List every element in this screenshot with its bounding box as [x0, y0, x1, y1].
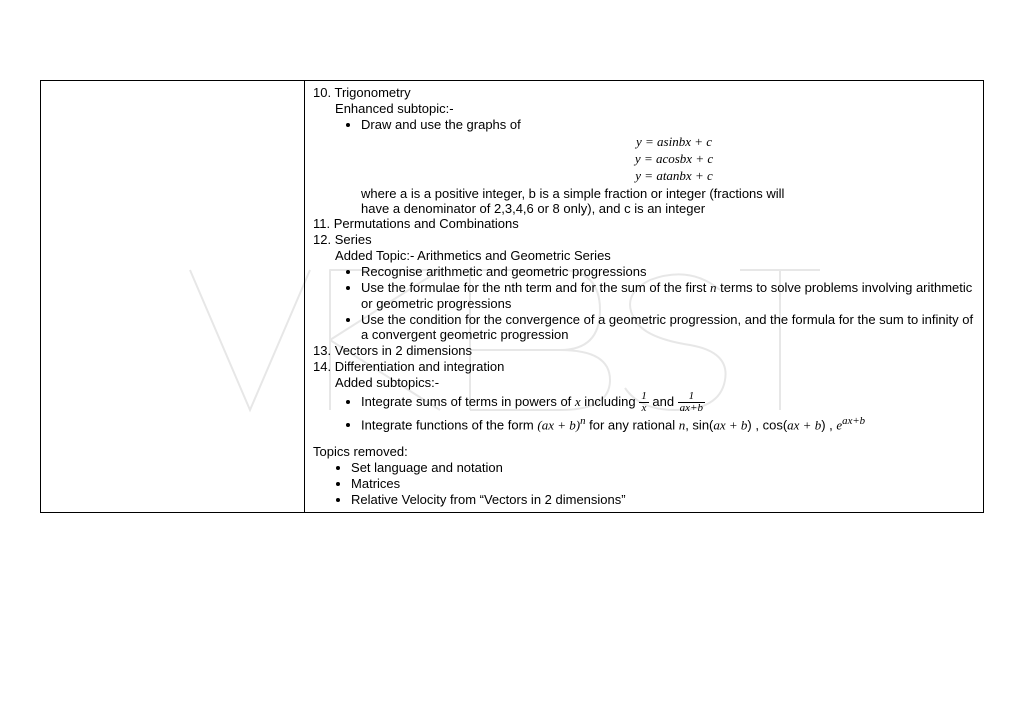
topic-14-bullets: Integrate sums of terms in powers of x i…: [313, 391, 975, 433]
text: ) ,: [821, 417, 836, 432]
topic-number: 13.: [313, 343, 331, 358]
where-text: where a is a positive integer, b is a si…: [313, 186, 975, 201]
bullet-item: Recognise arithmetic and geometric progr…: [361, 264, 975, 279]
topic-number: 11.: [313, 216, 330, 231]
topic-11: 11. Permutations and Combinations: [313, 216, 975, 231]
topic-13: 13. Vectors in 2 dimensions: [313, 343, 975, 358]
removed-item: Matrices: [351, 476, 975, 491]
text: , sin(: [685, 417, 713, 432]
added-subtopics-label: Added subtopics:-: [313, 375, 975, 390]
text: ) , cos(: [747, 417, 787, 432]
math-expr: ax + b: [787, 417, 821, 432]
math-expr: ax + b: [713, 417, 747, 432]
bullet-item: Draw and use the graphs of: [361, 117, 975, 132]
topic-10-bullets: Draw and use the graphs of: [313, 117, 975, 132]
left-empty-cell: [41, 81, 305, 513]
topic-12: 12. Series: [313, 232, 975, 247]
removed-bullets: Set language and notation Matrices Relat…: [313, 460, 975, 507]
topic-title: Permutations and Combinations: [334, 216, 519, 231]
formula: y = asinbx + c: [373, 134, 975, 150]
text: for any rational: [585, 417, 678, 432]
added-topic-label: Added Topic:- Arithmetics and Geometric …: [313, 248, 975, 263]
syllabus-table: 10. Trigonometry Enhanced subtopic:- Dra…: [40, 80, 984, 513]
content-cell: 10. Trigonometry Enhanced subtopic:- Dra…: [305, 81, 984, 513]
topic-number: 14.: [313, 359, 331, 374]
bullet-item: Use the formulae for the nth term and fo…: [361, 280, 975, 311]
math-expr: (ax + b): [537, 417, 580, 432]
subtopic-label: Enhanced subtopic:-: [313, 101, 975, 116]
topic-number: 12.: [313, 232, 331, 247]
fraction-den: x: [639, 403, 649, 414]
formula: y = atanbx + c: [373, 168, 975, 184]
fraction: 1ax+b: [678, 391, 705, 414]
topic-title: Trigonometry: [335, 85, 411, 100]
bullet-item: Integrate sums of terms in powers of x i…: [361, 391, 975, 414]
removed-item: Relative Velocity from “Vectors in 2 dim…: [351, 492, 975, 507]
topic-14: 14. Differentiation and integration: [313, 359, 975, 374]
where-text: have a denominator of 2,3,4,6 or 8 only)…: [313, 201, 975, 216]
text: including: [581, 394, 640, 409]
topic-number: 10.: [313, 85, 331, 100]
text: Use the formulae for the nth term and fo…: [361, 280, 710, 295]
topic-title: Differentiation and integration: [335, 359, 505, 374]
formula: y = acosbx + c: [373, 151, 975, 167]
bullet-item: Integrate functions of the form (ax + b)…: [361, 415, 975, 433]
text: and: [652, 394, 677, 409]
text: Integrate sums of terms in powers of: [361, 394, 575, 409]
topics-removed-header: Topics removed:: [313, 444, 975, 459]
fraction: 1x: [639, 391, 649, 414]
topic-title: Vectors in 2 dimensions: [335, 343, 472, 358]
fraction-den: ax+b: [678, 403, 705, 414]
bullet-item: Use the condition for the convergence of…: [361, 312, 975, 342]
topic-12-bullets: Recognise arithmetic and geometric progr…: [313, 264, 975, 342]
topic-title: Series: [335, 232, 372, 247]
removed-item: Set language and notation: [351, 460, 975, 475]
formula-block: y = asinbx + c y = acosbx + c y = atanbx…: [373, 134, 975, 184]
text: Integrate functions of the form: [361, 417, 537, 432]
math-sup: ax+b: [842, 415, 865, 427]
topic-10: 10. Trigonometry: [313, 85, 975, 100]
